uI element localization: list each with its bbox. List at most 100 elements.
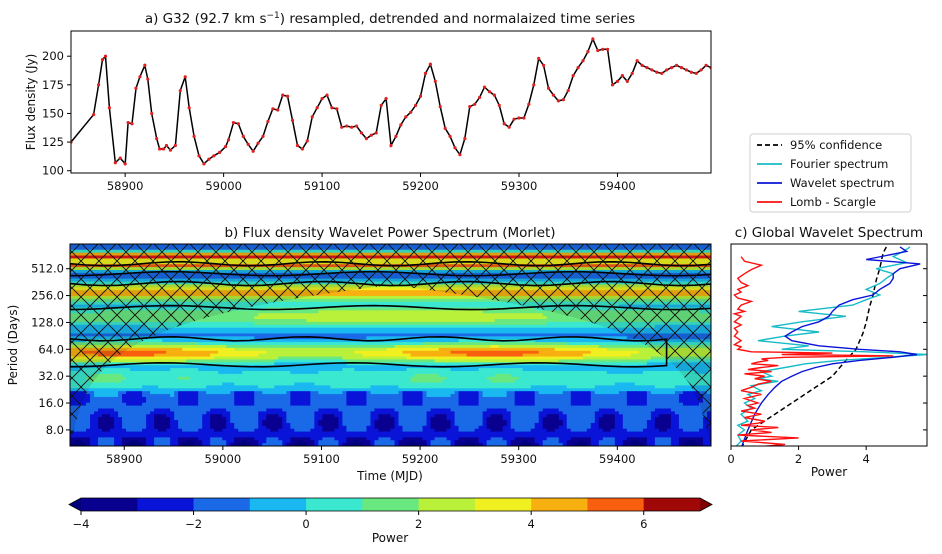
wavelet-power-cell [342,405,348,410]
wavelet-power-cell [86,411,91,415]
wavelet-power-cell [250,437,255,441]
wavelet-power-cell [302,321,307,326]
wavelet-power-cell [134,370,139,375]
wavelet-power-cell [226,422,231,427]
wavelet-power-cell [242,414,247,418]
wavelet-power-cell [306,396,311,401]
wavelet-power-cell [122,414,127,418]
wavelet-power-cell [198,420,203,424]
wavelet-power-cell [102,388,107,392]
wavelet-power-cell [314,408,319,412]
wavelet-power-cell [322,428,327,433]
wavelet-power-cell [266,347,271,352]
panel-a-data-point [625,79,629,83]
wavelet-power-cell [190,321,195,326]
wavelet-power-cell [274,339,279,343]
wavelet-power-cell [230,330,235,335]
wavelet-power-cell [170,431,175,436]
wavelet-power-cell [246,417,251,421]
wavelet-power-cell [286,382,291,386]
wavelet-power-cell [286,298,291,303]
wavelet-power-cell [330,394,336,398]
wavelet-power-cell [90,425,95,430]
wavelet-power-cell [182,437,187,441]
wavelet-power-cell [230,324,235,329]
wavelet-power-cell [286,396,291,401]
wavelet-power-cell [158,420,163,424]
wavelet-power-cell [214,321,219,326]
wavelet-power-cell [154,345,159,349]
wavelet-power-cell [158,345,163,349]
wavelet-power-cell [166,350,171,355]
wavelet-power-cell [218,388,223,392]
wavelet-power-cell [338,356,344,361]
wavelet-power-cell [174,396,179,401]
wavelet-power-cell [298,414,303,418]
wavelet-power-cell [258,319,263,323]
wavelet-power-cell [322,414,327,418]
wavelet-power-cell [118,379,123,384]
wavelet-power-cell [294,362,299,366]
wavelet-power-cell [314,342,319,346]
wavelet-power-cell [246,434,251,438]
wavelet-power-cell [274,440,279,444]
wavelet-power-cell [230,365,235,369]
wavelet-power-cell [338,321,344,326]
wavelet-power-cell [198,370,203,375]
wavelet-power-cell [274,411,279,415]
wavelet-power-cell [134,437,139,441]
wavelet-power-cell [330,321,336,326]
wavelet-power-cell [174,356,179,361]
wavelet-power-cell [230,431,235,436]
wavelet-power-cell [270,333,275,337]
wavelet-power-cell [86,425,91,430]
wavelet-power-cell [162,330,167,335]
wavelet-power-cell [222,347,227,352]
wavelet-power-cell [190,428,195,433]
panel-a-data-point [679,66,684,70]
wavelet-power-cell [314,373,319,378]
wavelet-power-cell [138,420,143,424]
wavelet-power-cell [266,443,271,446]
wavelet-power-cell [334,307,340,311]
panel-a-title: a) G32 (92.7 km s−1) resampled, detrende… [145,11,635,27]
wavelet-power-cell [78,443,83,446]
wavelet-power-cell [158,376,163,381]
wavelet-power-cell [214,425,219,430]
wavelet-power-cell [198,347,203,352]
panel-a-data-point [522,116,526,120]
panel-a-ytick-label: 100 [42,164,64,178]
wavelet-power-cell [334,382,340,386]
wavelet-power-cell [74,431,79,436]
wavelet-power-cell [174,388,179,392]
wavelet-power-cell [266,405,271,410]
wavelet-power-cell [258,385,263,389]
wavelet-power-cell [330,425,336,430]
wavelet-power-cell [310,356,315,361]
wavelet-power-cell [202,376,207,381]
wavelet-power-cell [134,376,139,381]
wavelet-power-cell [254,353,259,358]
wavelet-power-cell [170,370,175,375]
wavelet-power-cell [314,382,319,386]
wavelet-power-cell [290,422,295,427]
wavelet-power-cell [130,370,135,375]
wavelet-power-cell [194,370,199,375]
wavelet-power-cell [298,425,303,430]
wavelet-power-cell [290,333,295,337]
wavelet-power-cell [114,385,119,389]
wavelet-power-cell [282,425,287,430]
wavelet-power-cell [230,321,235,326]
wavelet-power-cell [158,394,163,398]
wavelet-power-cell [214,399,219,404]
wavelet-power-cell [210,356,215,361]
wavelet-power-cell [202,373,207,378]
wavelet-power-cell [326,434,332,438]
wavelet-power-cell [150,405,155,410]
wavelet-power-cell [254,408,259,412]
wavelet-power-cell [334,324,340,329]
wavelet-power-cell [338,327,344,332]
wavelet-power-cell [266,319,271,323]
wavelet-power-cell [146,365,151,369]
wavelet-power-cell [262,319,267,323]
